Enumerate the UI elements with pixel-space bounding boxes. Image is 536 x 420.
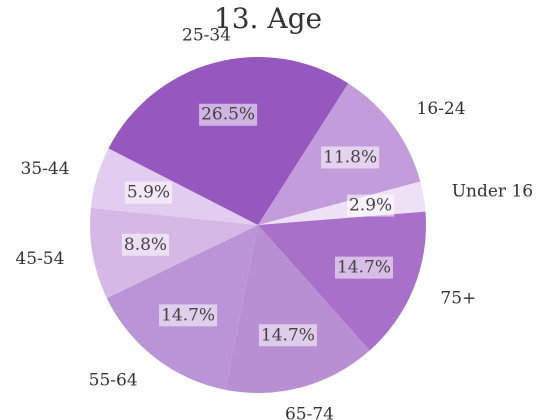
percent-label-box: [346, 194, 395, 217]
percent-label-box: [159, 304, 218, 327]
percent-label-16-24: 11.8%: [321, 146, 380, 169]
category-label-16-24: 16-24: [417, 99, 466, 119]
percent-label-text: 2.9%: [349, 196, 392, 216]
percent-label-35-44: 5.9%: [124, 181, 173, 204]
percent-label-25-34: 26.5%: [199, 103, 258, 126]
pie-slice-35-44: [90, 148, 258, 225]
pie-slices: [90, 56, 427, 393]
category-label-65-74: 65-74: [285, 405, 334, 420]
percent-label-text: 14.7%: [337, 258, 391, 278]
category-label-25-34: 25-34: [182, 25, 231, 45]
percent-label-text: 26.5%: [201, 105, 255, 125]
percent-label-box: [199, 103, 258, 126]
category-label-75: 75+: [440, 288, 476, 308]
category-label-under-16: Under 16: [452, 182, 533, 202]
pie-slice-45-54: [90, 207, 258, 299]
percent-labels: 2.9% 14.7% 14.7% 14.7% 8.8% 5.9% 26.5% 11.8%: [121, 103, 395, 347]
category-label-35-44: 35-44: [21, 159, 70, 179]
percent-label-text: 8.8%: [124, 235, 167, 255]
percent-label-box: [124, 181, 173, 204]
percent-label-box: [334, 256, 394, 279]
percent-label-55-64: 14.7%: [159, 304, 218, 327]
percent-label-text: 14.7%: [161, 305, 215, 325]
percent-label-box: [121, 233, 170, 256]
category-label-45-54: 45-54: [15, 249, 64, 269]
category-label-55-64: 55-64: [89, 370, 138, 390]
percent-label-text: 14.7%: [261, 325, 315, 345]
chart-title: 13. Age: [213, 2, 323, 35]
percent-label-text: 11.8%: [323, 147, 377, 167]
percent-label-75: 14.7%: [334, 256, 394, 279]
pie-slice-65-74: [225, 225, 370, 393]
category-labels: Under 16 75+ 65-74 55-64 45-54 35-44 25-34 16-2…: [15, 25, 533, 420]
percent-label-text: 5.9%: [127, 183, 170, 203]
percent-label-box: [321, 146, 380, 169]
pie-slice-75: [258, 211, 427, 351]
percent-label-45-54: 8.8%: [121, 233, 170, 256]
percent-label-65-74: 14.7%: [258, 324, 317, 347]
pie-slice-25-34: [108, 56, 349, 226]
percent-label-under-16: 2.9%: [346, 194, 395, 217]
percent-label-box: [258, 324, 317, 347]
